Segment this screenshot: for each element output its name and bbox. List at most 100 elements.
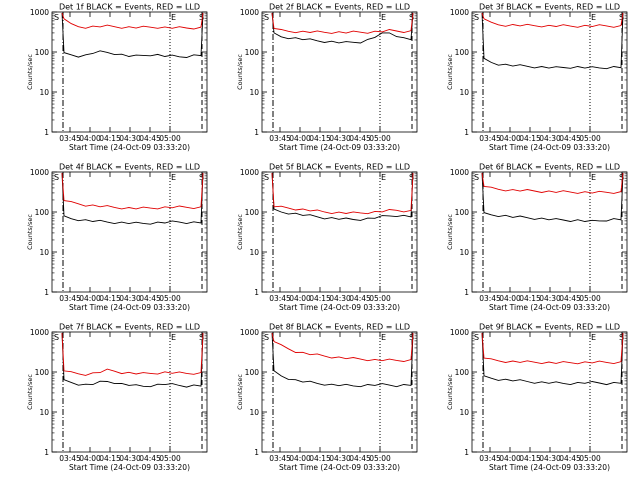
- series-line-lld: [271, 332, 414, 362]
- panel-2: Det 2f BLACK = Events, RED = LLD 1 10 100 10…: [236, 3, 418, 152]
- panel-title: Det 8f BLACK = Events, RED = LLD: [269, 323, 410, 332]
- panel-7: Det 7f BLACK = Events, RED = LLD 1 10 100 10…: [26, 323, 208, 472]
- x-axis-label: Start Time (24-Oct-09 03:33:20): [69, 143, 190, 152]
- x-axis-label: Start Time (24-Oct-09 03:33:20): [279, 463, 400, 472]
- y-tick-label: 1: [44, 288, 49, 297]
- y-tick-label: 1000: [240, 8, 259, 17]
- x-tick-label: 03:45: [59, 134, 81, 143]
- plot-frame: [261, 171, 418, 293]
- y-tick-label: 1: [44, 128, 49, 137]
- panel-title: Det 4f BLACK = Events, RED = LLD: [59, 163, 200, 172]
- y-tick-label: 1: [254, 128, 259, 137]
- series-line-lld: [481, 12, 624, 28]
- y-axis-label: Counts/sec: [236, 374, 244, 410]
- y-axis-label: Counts/sec: [446, 214, 454, 250]
- panel-title: Det 5f BLACK = Events, RED = LLD: [269, 163, 410, 172]
- plot-frame: [51, 11, 208, 133]
- x-tick-label: 04:45: [559, 454, 581, 463]
- series-line-lld: [271, 12, 414, 34]
- x-tick-label: 04:00: [79, 134, 101, 143]
- y-tick-label: 10: [249, 88, 259, 97]
- start-marker-label: S: [264, 173, 269, 182]
- end-marker-label: E: [381, 13, 386, 22]
- x-tick-label: 05:00: [579, 294, 601, 303]
- final-marker-label: S: [199, 13, 204, 22]
- x-tick-label: 03:45: [479, 294, 501, 303]
- series-line-events: [481, 12, 624, 70]
- panel-title: Det 9f BLACK = Events, RED = LLD: [479, 323, 620, 332]
- y-axis-label: Counts/sec: [236, 214, 244, 250]
- final-marker-label: S: [619, 333, 624, 342]
- y-tick-label: 100: [455, 368, 470, 377]
- x-tick-label: 04:45: [559, 134, 581, 143]
- series-line-events: [271, 12, 414, 44]
- panel-4: Det 4f BLACK = Events, RED = LLD 1 10 100 10…: [26, 163, 208, 312]
- series-line-events: [271, 332, 414, 388]
- x-axis-label: Start Time (24-Oct-09 03:33:20): [279, 303, 400, 312]
- y-tick-label: 1000: [240, 328, 259, 337]
- x-tick-label: 04:15: [99, 134, 121, 143]
- y-axis-label: Counts/sec: [26, 374, 34, 410]
- start-marker-label: S: [474, 333, 479, 342]
- end-marker-label: E: [381, 173, 386, 182]
- x-tick-label: 03:45: [59, 294, 81, 303]
- final-marker-label: S: [409, 173, 414, 182]
- end-marker-label: E: [171, 13, 176, 22]
- x-tick-label: 04:00: [289, 454, 311, 463]
- end-marker-label: E: [171, 333, 176, 342]
- y-tick-label: 1: [254, 448, 259, 457]
- plot-frame: [471, 331, 628, 453]
- series-line-lld: [61, 172, 204, 210]
- series-line-lld: [271, 172, 414, 215]
- y-tick-label: 100: [35, 368, 50, 377]
- y-tick-label: 1000: [30, 8, 49, 17]
- y-tick-label: 100: [245, 48, 260, 57]
- x-tick-label: 04:30: [539, 294, 561, 303]
- x-tick-label: 05:00: [159, 454, 181, 463]
- x-tick-label: 05:00: [579, 454, 601, 463]
- panel-9: Det 9f BLACK = Events, RED = LLD 1 10 100 10…: [446, 323, 628, 472]
- x-tick-label: 04:15: [519, 294, 541, 303]
- x-axis-label: Start Time (24-Oct-09 03:33:20): [69, 463, 190, 472]
- start-marker-label: S: [264, 333, 269, 342]
- plot-frame: [51, 171, 208, 293]
- x-tick-label: 04:45: [139, 454, 161, 463]
- x-tick-label: 03:45: [269, 454, 291, 463]
- y-tick-label: 100: [35, 208, 50, 217]
- x-tick-label: 04:30: [539, 454, 561, 463]
- y-tick-label: 1: [254, 288, 259, 297]
- y-tick-label: 10: [39, 408, 49, 417]
- plot-frame: [261, 11, 418, 133]
- y-tick-label: 100: [455, 208, 470, 217]
- end-marker-label: E: [591, 333, 596, 342]
- x-tick-label: 03:45: [479, 134, 501, 143]
- x-tick-label: 04:15: [309, 454, 331, 463]
- x-tick-label: 04:45: [349, 294, 371, 303]
- x-tick-label: 03:45: [269, 134, 291, 143]
- x-axis-label: Start Time (24-Oct-09 03:33:20): [489, 143, 610, 152]
- x-tick-label: 04:15: [99, 294, 121, 303]
- y-axis-label: Counts/sec: [26, 54, 34, 90]
- final-marker-label: S: [199, 333, 204, 342]
- start-marker-label: S: [264, 13, 269, 22]
- y-tick-label: 10: [39, 88, 49, 97]
- series-line-events: [61, 172, 204, 225]
- final-marker-label: S: [199, 173, 204, 182]
- y-tick-label: 100: [245, 208, 260, 217]
- y-tick-label: 1000: [450, 8, 469, 17]
- x-tick-label: 04:15: [99, 454, 121, 463]
- y-tick-label: 10: [249, 248, 259, 257]
- panel-1: Det 1f BLACK = Events, RED = LLD 1 10 100 10…: [26, 3, 208, 152]
- panel-3: Det 3f BLACK = Events, RED = LLD 1 10 100 10…: [446, 3, 628, 152]
- panel-title: Det 2f BLACK = Events, RED = LLD: [269, 3, 410, 12]
- x-tick-label: 05:00: [159, 134, 181, 143]
- y-tick-label: 1: [44, 448, 49, 457]
- x-tick-label: 04:45: [559, 294, 581, 303]
- series-line-events: [61, 12, 204, 58]
- end-marker-label: E: [171, 173, 176, 182]
- y-tick-label: 10: [459, 88, 469, 97]
- x-axis-label: Start Time (24-Oct-09 03:33:20): [489, 303, 610, 312]
- x-tick-label: 04:45: [139, 294, 161, 303]
- x-tick-label: 03:45: [59, 454, 81, 463]
- y-tick-label: 1: [464, 448, 469, 457]
